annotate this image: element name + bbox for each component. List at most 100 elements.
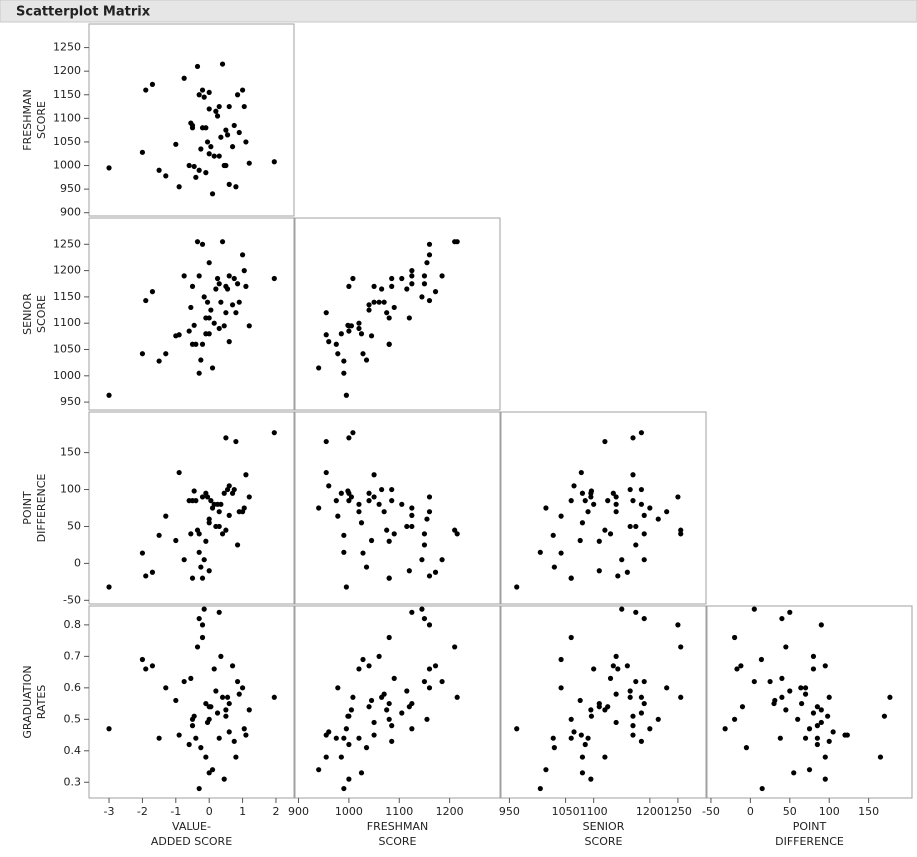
point [206, 106, 212, 112]
point [149, 569, 156, 575]
point [624, 569, 630, 575]
point [409, 505, 415, 511]
point [366, 307, 372, 313]
point [139, 149, 146, 155]
point [223, 283, 229, 289]
point [335, 685, 341, 691]
point [226, 700, 232, 707]
point [218, 299, 224, 305]
point [558, 656, 564, 663]
point [243, 472, 249, 478]
point [630, 713, 636, 719]
point [348, 323, 355, 329]
point [371, 494, 377, 500]
point [194, 644, 201, 650]
y-axis-label: GRADUATION [21, 665, 34, 738]
point [421, 542, 428, 548]
point [619, 606, 625, 612]
point [149, 81, 156, 87]
point [409, 726, 415, 732]
point [806, 726, 813, 732]
point [143, 573, 149, 579]
point [196, 785, 202, 792]
point [229, 663, 236, 669]
point [199, 341, 206, 347]
point [219, 239, 226, 245]
point [641, 700, 647, 707]
point [199, 241, 206, 247]
point [181, 273, 187, 279]
point [271, 430, 277, 436]
point [213, 108, 219, 114]
point [356, 666, 362, 672]
y-tick-label: 950 [60, 395, 81, 408]
point [627, 694, 633, 700]
point [360, 351, 366, 357]
point [231, 122, 237, 129]
point [577, 697, 583, 704]
point [176, 332, 182, 338]
point [209, 767, 216, 773]
point [199, 125, 206, 131]
x-tick-label: 1 [239, 805, 246, 818]
point [454, 694, 460, 700]
y-tick-label: 1100 [53, 316, 81, 329]
point [802, 735, 809, 741]
point [802, 685, 809, 691]
point [346, 498, 352, 504]
point [271, 275, 277, 282]
point [751, 606, 757, 612]
point [338, 331, 344, 337]
point [356, 320, 362, 326]
x-tick-label: 1250 [664, 805, 692, 818]
point [209, 365, 216, 371]
point [810, 666, 817, 672]
point [368, 333, 375, 339]
point [208, 498, 214, 504]
point [389, 275, 395, 282]
point [439, 678, 445, 685]
point [602, 438, 608, 445]
point [196, 615, 202, 622]
point [722, 726, 728, 732]
point [588, 490, 594, 496]
point [537, 549, 543, 555]
point [223, 527, 229, 533]
point [822, 754, 828, 760]
point [335, 351, 341, 357]
point [619, 557, 625, 563]
point [514, 726, 520, 732]
point [226, 273, 232, 279]
point [333, 341, 339, 347]
header-bar [0, 0, 917, 23]
point [881, 713, 888, 719]
point [379, 486, 385, 493]
point [216, 153, 222, 159]
point [596, 568, 602, 574]
point [363, 564, 370, 570]
point [198, 745, 204, 751]
point [826, 694, 832, 700]
point [452, 644, 458, 650]
point [206, 568, 212, 574]
point [558, 685, 564, 691]
y-tick-label: 1250 [53, 41, 81, 54]
y-tick-label: 0.6 [64, 681, 82, 694]
point [216, 735, 222, 741]
point [568, 634, 574, 641]
point [641, 512, 647, 518]
y-tick-label: 900 [60, 206, 81, 219]
point [358, 520, 365, 526]
x-tick-label: -50 [702, 805, 720, 818]
point [326, 729, 332, 735]
point [346, 283, 352, 289]
point [633, 678, 639, 685]
point [139, 351, 146, 357]
point [206, 516, 212, 522]
x-tick-label: -2 [137, 805, 148, 818]
point [386, 538, 392, 544]
point [218, 653, 224, 659]
point [350, 430, 356, 436]
y-tick-label: 1100 [53, 111, 81, 124]
point [241, 103, 247, 110]
